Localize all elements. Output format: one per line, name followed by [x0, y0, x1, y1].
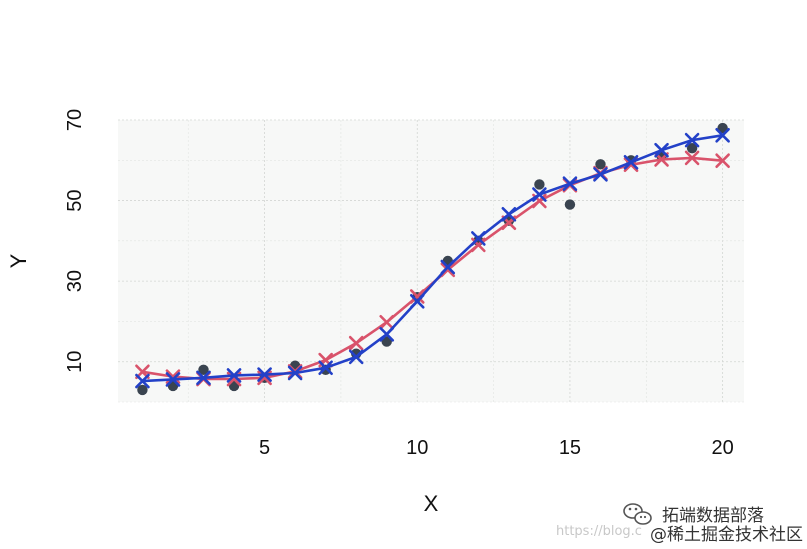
- series-marker-2: [226, 368, 242, 383]
- watermark-brand: 拓端数据部落: [662, 506, 764, 526]
- series-marker-2: [532, 187, 547, 202]
- watermark-community: @稀土掘金技术社区: [650, 525, 803, 545]
- x-axis-ticks: 5 10 15 20: [259, 437, 734, 459]
- series-marker-2: [165, 372, 181, 387]
- data-point: [198, 364, 209, 375]
- series-marker-2: [715, 128, 730, 143]
- series-marker-1: [348, 335, 364, 351]
- series-marker-1: [684, 150, 700, 166]
- watermark-url: https://blog.c: [556, 524, 642, 539]
- data-point: [381, 336, 392, 347]
- x-tick-label: 20: [711, 437, 733, 459]
- series-marker-1: [379, 314, 395, 330]
- series-marker-2: [593, 167, 608, 182]
- series-line-2: [142, 134, 723, 383]
- series-marker-2: [379, 327, 395, 342]
- x-tick-label: 5: [259, 437, 270, 459]
- y-tick-label: 30: [64, 270, 86, 292]
- x-tick-label: 15: [559, 437, 581, 459]
- plot-panel: [118, 120, 744, 402]
- series-marker-2: [257, 367, 272, 382]
- data-point: [534, 179, 545, 190]
- series-marker-2: [287, 365, 303, 381]
- series-marker-2: [623, 155, 639, 170]
- series-marker-2: [318, 360, 333, 376]
- data-point: [686, 143, 698, 154]
- data-point: [595, 159, 606, 170]
- series-marker-2: [501, 206, 517, 222]
- data-point: [717, 122, 728, 134]
- data-point: [137, 384, 148, 396]
- series-marker-2: [684, 132, 700, 148]
- series-marker-1: [409, 289, 425, 304]
- series-marker-2: [654, 142, 669, 158]
- series-marker-1: [715, 153, 730, 168]
- wechat-icon: [623, 503, 652, 525]
- series-marker-2: [471, 231, 486, 246]
- series-marker-2: [409, 293, 425, 309]
- watermark: https://blog.c 拓端数据部落 @稀土掘金技术社区: [556, 503, 803, 545]
- y-axis-ticks: 10 30 50 70: [64, 109, 86, 373]
- series-marker-2: [562, 176, 578, 191]
- series-marker-2: [135, 373, 150, 389]
- x-tick-label: 10: [406, 437, 428, 459]
- series-marker-2: [348, 349, 364, 365]
- series-marker-2: [196, 370, 211, 386]
- data-point: [564, 199, 576, 210]
- series-lines: [135, 128, 730, 389]
- y-tick-label: 50: [64, 189, 86, 211]
- series-marker-2: [440, 259, 456, 275]
- y-tick-label: 70: [64, 109, 86, 131]
- y-axis-title: Y: [6, 253, 31, 268]
- y-tick-label: 10: [64, 351, 86, 373]
- series-marker-1: [440, 262, 456, 278]
- x-axis-title: X: [424, 491, 439, 516]
- grid: [118, 119, 744, 403]
